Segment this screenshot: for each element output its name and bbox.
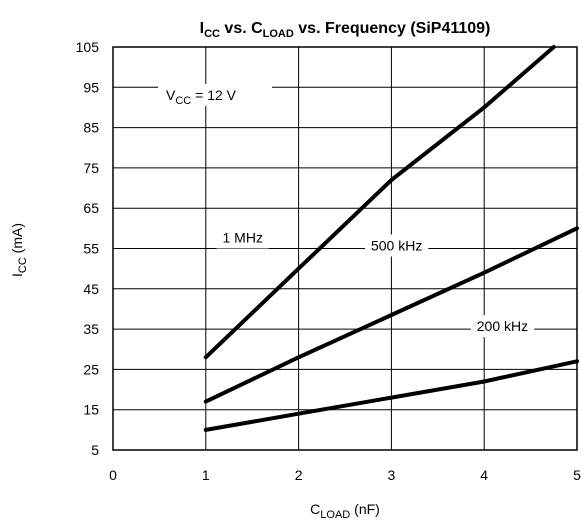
series-label-bg bbox=[470, 315, 535, 338]
vcc-annotation: VCC = 12 V bbox=[158, 84, 272, 107]
series-label: 1 MHz bbox=[216, 226, 269, 249]
x-axis-label: CLOAD (nF) bbox=[310, 501, 380, 521]
x-tick-label: 5 bbox=[573, 467, 581, 483]
series-labels: 1 MHz 500 kHz 200 kHz bbox=[216, 226, 535, 338]
series-label-text: 200 kHz bbox=[477, 318, 528, 334]
y-tick-label: 35 bbox=[83, 321, 99, 337]
y-tick-label: 75 bbox=[83, 160, 99, 176]
series-label-bg bbox=[364, 234, 429, 257]
y-tick-label: 55 bbox=[83, 241, 99, 257]
y-tick-label: 85 bbox=[83, 120, 99, 136]
x-tick-label: 4 bbox=[480, 467, 488, 483]
series-label-text: 500 kHz bbox=[371, 238, 422, 254]
y-tick-label: 95 bbox=[83, 79, 99, 95]
y-tick-label: 45 bbox=[83, 281, 99, 297]
y-tick-label: 5 bbox=[91, 442, 99, 458]
vcc-annotation-text: VCC = 12 V bbox=[166, 87, 237, 107]
x-tick-label: 3 bbox=[388, 467, 396, 483]
y-tick-label: 65 bbox=[83, 200, 99, 216]
y-tick-labels: 5 15 25 35 45 55 65 75 85 95 105 bbox=[76, 39, 100, 458]
series-line bbox=[203, 45, 556, 360]
grid bbox=[112, 46, 578, 451]
series-lines bbox=[203, 45, 579, 432]
x-tick-labels: 0 1 2 3 4 5 bbox=[109, 467, 581, 483]
x-tick-label: 2 bbox=[295, 467, 303, 483]
y-tick-label: 25 bbox=[83, 361, 99, 377]
vcc-annotation-bg bbox=[158, 84, 272, 106]
series-label: 200 kHz bbox=[470, 315, 535, 338]
y-axis-label: ICC (mA) bbox=[9, 223, 29, 277]
series-line bbox=[203, 359, 579, 432]
x-tick-label: 1 bbox=[202, 467, 210, 483]
series-label: 500 kHz bbox=[364, 234, 429, 257]
chart-title: ICC vs. CLOAD vs. Frequency (SiP41109) bbox=[200, 20, 491, 40]
series-line bbox=[203, 226, 579, 404]
plot-frame bbox=[112, 46, 578, 451]
y-tick-label: 105 bbox=[76, 39, 100, 55]
series-label-bg bbox=[216, 226, 269, 249]
x-tick-label: 0 bbox=[109, 467, 117, 483]
series-label-text: 1 MHz bbox=[223, 229, 263, 245]
y-tick-label: 15 bbox=[83, 402, 99, 418]
